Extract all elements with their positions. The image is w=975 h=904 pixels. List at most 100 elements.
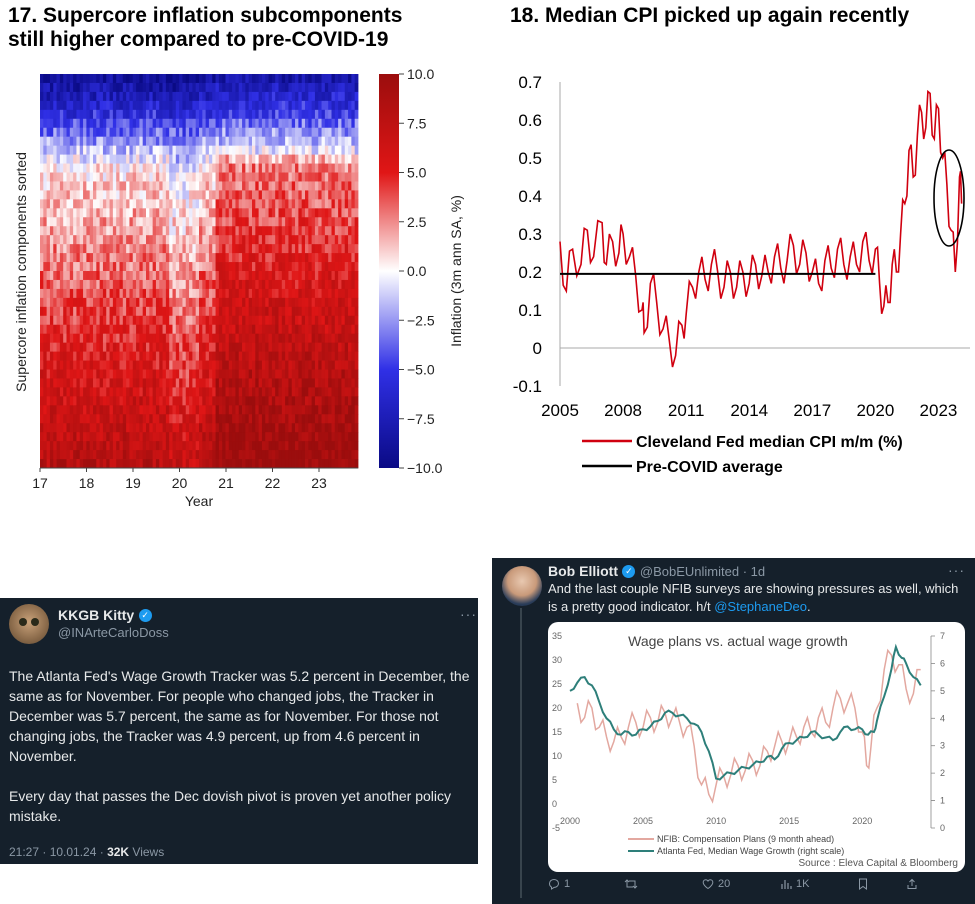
heatmap-cell: [169, 100, 173, 111]
heatmap-cell: [248, 82, 253, 93]
attached-chart-image[interactable]: Wage plans vs. actual wage growth 35 30 25…: [548, 622, 965, 872]
author-handle[interactable]: @INArteCarloDoss: [58, 625, 169, 640]
heatmap-cell: [106, 315, 110, 326]
avatar[interactable]: [9, 604, 49, 644]
heatmap-cell: [112, 74, 117, 84]
author-name[interactable]: Bob Elliott: [548, 563, 618, 579]
tweet-card-kkgb[interactable]: KKGB Kitty ✓ @INArteCarloDoss ··· The At…: [0, 598, 478, 864]
heatmap-cell: [179, 297, 183, 308]
heatmap-cell: [192, 226, 197, 236]
heatmap-cell: [291, 199, 296, 209]
heatmap-cell: [43, 288, 48, 299]
heatmap-cell: [285, 351, 289, 361]
heatmap-cell: [344, 333, 349, 344]
heatmap-cell: [268, 172, 273, 182]
heatmap-cell: [205, 324, 210, 335]
heatmap-cell: [271, 172, 276, 182]
heatmap-cell: [139, 378, 144, 388]
heatmap-cell: [119, 459, 124, 469]
heatmap-cell: [63, 154, 67, 164]
avatar[interactable]: [502, 566, 542, 606]
heatmap-cell: [252, 127, 256, 138]
heatmap-cell: [228, 423, 233, 433]
retweet-button[interactable]: [624, 878, 638, 890]
heatmap-cell: [348, 306, 352, 317]
heatmap-cell: [351, 154, 356, 164]
more-options-icon[interactable]: ···: [460, 606, 477, 622]
heatmap-cell: [291, 378, 296, 388]
heatmap-cell: [132, 181, 137, 191]
tweet-timestamp[interactable]: 21:27 · 10.01.24 ·: [9, 845, 108, 859]
heatmap-cell: [218, 172, 223, 182]
heatmap-cell: [185, 262, 190, 272]
heatmap-cell: [202, 235, 207, 245]
heatmap-cell: [189, 369, 193, 379]
heatmap-cell: [311, 306, 316, 317]
heatmap-cell: [331, 351, 336, 361]
heatmap-cell: [79, 360, 84, 370]
heatmap-cell: [152, 262, 157, 272]
like-button[interactable]: 20: [702, 878, 730, 890]
heatmap-cell: [278, 163, 283, 173]
heatmap-cell: [126, 172, 130, 182]
heatmap-cell: [212, 432, 216, 442]
heatmap-cell: [129, 297, 134, 308]
share-button[interactable]: [906, 878, 918, 890]
heatmap-cell: [93, 360, 97, 370]
heatmap-cell: [69, 82, 74, 93]
heatmap-cell: [255, 279, 260, 290]
heatmap-cell: [232, 396, 236, 406]
heatmap-cell: [278, 235, 283, 245]
heatmap-cell: [321, 279, 326, 290]
views-button[interactable]: 1K: [780, 878, 809, 890]
heatmap-cell: [311, 423, 316, 433]
heatmap-cell: [192, 199, 197, 209]
heatmap-cell: [165, 226, 170, 236]
heatmap-cell: [159, 235, 163, 245]
heatmap-cell: [331, 423, 336, 433]
heatmap-cell: [295, 369, 299, 379]
heatmap-cell: [215, 127, 220, 138]
heatmap-cell: [93, 333, 97, 344]
bookmark-button[interactable]: [858, 878, 868, 890]
heatmap-cell: [218, 217, 223, 227]
heatmap-cell: [281, 271, 286, 281]
heatmap-cell: [338, 208, 342, 218]
heatmap-cell: [351, 127, 356, 138]
heatmap-cell: [285, 82, 289, 93]
heatmap-cell: [348, 172, 352, 182]
heatmap-cell: [208, 109, 213, 120]
heatmap-cell: [265, 253, 269, 263]
heatmap-cell: [175, 244, 180, 254]
heatmap-cell: [275, 82, 279, 93]
heatmap-cell: [324, 208, 329, 218]
heatmap-cell: [83, 315, 87, 326]
heatmap-cell: [354, 154, 359, 164]
heatmap-cell: [301, 208, 306, 218]
heatmap-cell: [205, 414, 210, 424]
heatmap-cell: [192, 82, 197, 93]
heatmap-cell: [136, 190, 140, 200]
heatmap-cell: [228, 74, 233, 84]
heatmap-cell: [261, 414, 266, 424]
heatmap-cell: [215, 432, 220, 442]
heatmap-cell: [298, 91, 303, 102]
heatmap-cell: [338, 217, 342, 227]
heatmap-cell: [351, 396, 356, 406]
heatmap-cell: [245, 253, 250, 263]
author-handle-time[interactable]: @BobEUnlimited · 1d: [639, 564, 766, 579]
more-options-icon[interactable]: ···: [948, 562, 965, 578]
heatmap-cell: [205, 154, 210, 164]
tweet-card-bob-elliott[interactable]: Bob Elliott ✓ @BobEUnlimited · 1d ··· An…: [492, 558, 975, 904]
heatmap-cell: [268, 459, 273, 469]
heatmap-cell: [73, 100, 77, 111]
heatmap-cell: [139, 235, 144, 245]
heatmap-cell: [202, 244, 207, 254]
heatmap-cell: [86, 387, 91, 397]
heatmap-cell: [314, 423, 319, 433]
heatmap-cell: [112, 100, 117, 111]
reply-button[interactable]: 1: [548, 878, 570, 890]
author-name[interactable]: KKGB Kitty: [58, 607, 135, 623]
heatmap-cell: [301, 333, 306, 344]
mention-link[interactable]: @StephaneDeo: [714, 599, 807, 614]
